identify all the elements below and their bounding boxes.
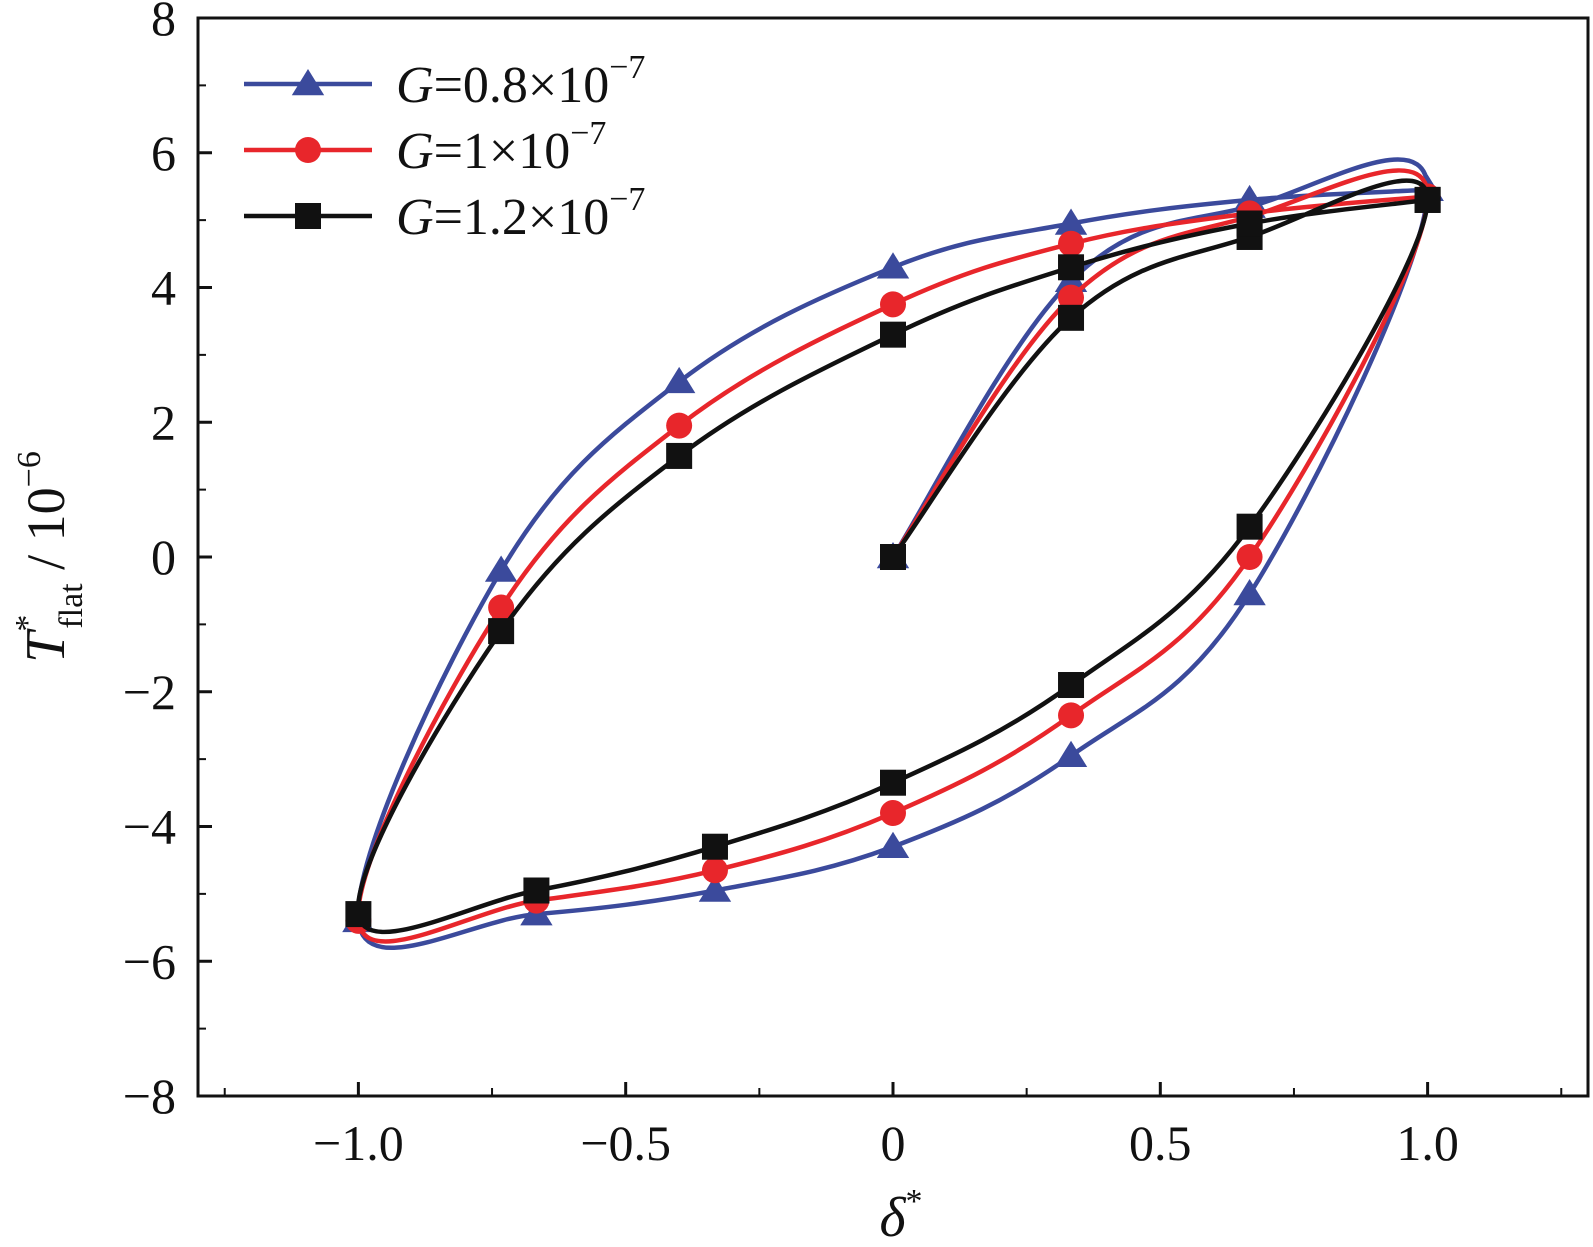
series-line — [355, 168, 1430, 944]
y-axis-title-group: T* flat / 10−6 — [9, 451, 90, 663]
data-point — [345, 901, 372, 928]
legend-label: G=0.8×10−7 — [396, 49, 645, 114]
y-tick-label: 4 — [151, 260, 176, 316]
legend-marker — [291, 69, 325, 96]
data-point — [1054, 740, 1088, 768]
y-tick-label: 8 — [151, 0, 176, 46]
data-point — [666, 412, 693, 439]
data-point — [523, 877, 550, 904]
data-point — [1414, 186, 1441, 213]
data-point — [1058, 254, 1085, 281]
data-point — [488, 618, 515, 645]
data-point — [1058, 702, 1085, 729]
data-point — [880, 321, 906, 348]
legend: G=0.8×10−7G=1×10−7G=1.2×10−7 — [244, 49, 645, 246]
y-tick-label: 6 — [151, 125, 176, 181]
data-point — [1236, 513, 1263, 540]
data-point — [701, 857, 728, 884]
x-tick-label: −0.5 — [580, 1115, 671, 1171]
y-tick-label: −6 — [123, 933, 176, 989]
series-line — [355, 157, 1430, 951]
x-tick-label: 0.5 — [1129, 1115, 1192, 1171]
data-point — [876, 252, 910, 279]
data-point — [1058, 304, 1085, 331]
data-point — [666, 442, 693, 469]
y-tick-label: −2 — [123, 664, 176, 720]
data-point — [698, 875, 732, 902]
data-point — [880, 769, 906, 796]
data-point — [484, 555, 518, 582]
data-point — [876, 831, 910, 858]
legend-marker — [295, 137, 321, 163]
x-tick-label: −1.0 — [313, 1115, 404, 1171]
x-tick-label: 0 — [881, 1115, 906, 1171]
y-tick-label: −8 — [123, 1068, 176, 1124]
data-point — [1054, 208, 1088, 235]
legend-label: G=1.2×10−7 — [396, 181, 645, 246]
data-point — [1236, 544, 1263, 570]
series-line — [355, 178, 1430, 935]
x-axis-title: δ* — [879, 1183, 922, 1247]
data-point — [880, 800, 906, 827]
legend-label: G=1×10−7 — [396, 115, 606, 180]
y-tick-label: 2 — [151, 394, 176, 450]
data-point — [1058, 230, 1085, 257]
data-point — [1233, 579, 1266, 606]
data-point — [662, 366, 696, 394]
data-point — [1058, 284, 1085, 311]
y-tick-label: −4 — [123, 799, 176, 855]
y-axis-title: T* flat / 10−6 — [9, 451, 90, 663]
data-point — [880, 291, 906, 318]
series-3 — [345, 178, 1441, 935]
legend-marker — [295, 203, 321, 229]
y-tick-label: 0 — [151, 529, 176, 585]
data-point — [880, 544, 906, 570]
data-point — [701, 833, 728, 860]
data-point — [488, 594, 515, 621]
x-tick-label: 1.0 — [1396, 1115, 1459, 1171]
data-point — [1058, 672, 1085, 699]
data-point — [1236, 210, 1263, 237]
